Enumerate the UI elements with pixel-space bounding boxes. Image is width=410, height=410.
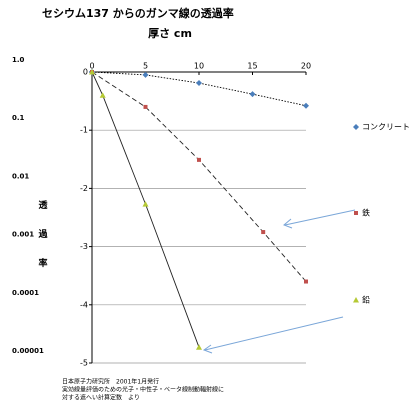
marker	[196, 344, 202, 350]
x-tick-label: 20	[301, 62, 311, 71]
arrow	[204, 316, 344, 351]
marker	[304, 279, 308, 284]
x-tick-label: 10	[194, 62, 204, 71]
y-tick-label: -1	[80, 126, 88, 135]
marker	[353, 297, 359, 303]
y-tick-label: 0	[83, 68, 88, 77]
y2-tick-label: 0.1	[12, 114, 25, 122]
y-tick-label: -5	[80, 359, 88, 368]
marker	[261, 230, 266, 235]
marker	[353, 124, 359, 130]
legend-label: 鉄	[362, 208, 370, 218]
arrow-head	[202, 344, 213, 354]
series-line	[91, 71, 307, 107]
marker	[197, 157, 201, 162]
source-line: 対する遮へい計算定数 より	[62, 394, 140, 402]
marker	[99, 92, 106, 98]
marker	[143, 104, 148, 109]
y-tick-label: -4	[80, 300, 88, 309]
y2-tick-label: 0.00001	[12, 347, 44, 355]
series-line	[91, 71, 307, 282]
marker	[249, 91, 256, 98]
x-tick-label: 15	[247, 62, 257, 71]
x-tick-label: 5	[143, 62, 148, 71]
source-line: 実効線量評価のための光子・中性子・ベータ線制動輻射線に	[62, 386, 224, 394]
arrow	[284, 209, 356, 226]
legend-label: 鉛	[362, 295, 370, 305]
x-tick-label: 0	[89, 62, 94, 71]
y2-tick-label: 0.01	[12, 172, 29, 180]
y-tick-label: -2	[80, 184, 88, 193]
marker	[89, 69, 95, 75]
arrow-head	[283, 218, 293, 229]
marker	[196, 80, 202, 87]
marker	[142, 71, 149, 78]
y2-tick-label: 0.001	[12, 231, 34, 239]
marker	[303, 102, 309, 109]
marker	[142, 201, 149, 207]
marker	[354, 211, 358, 215]
y2-tick-label: 0.0001	[12, 289, 39, 297]
y-axis-label: 透過率	[37, 199, 49, 287]
legend-label: コンクリート	[362, 123, 410, 132]
plot-area	[92, 72, 306, 363]
x-axis-label: 厚さ cm	[148, 27, 192, 40]
y2-tick-label: 1.0	[12, 56, 25, 64]
chart-title: セシウム137 からのガンマ線の透過率	[42, 6, 234, 20]
source-line: 日本原子力研究所 2001年1月発行	[62, 378, 159, 386]
series-line	[91, 71, 200, 348]
y-tick-label: -3	[80, 242, 88, 251]
